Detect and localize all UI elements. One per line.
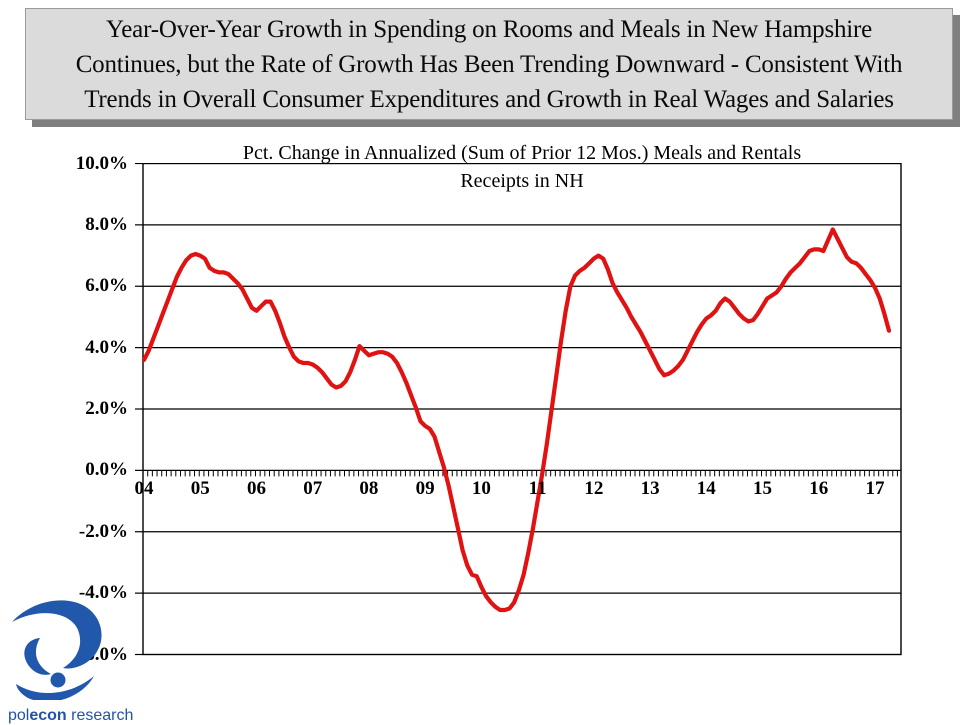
y-axis-label: 8.0% <box>85 213 128 235</box>
polecon-logo: polecon research <box>6 600 133 725</box>
x-axis-label: 15 <box>753 478 773 499</box>
slide-title-box: Year-Over-Year Growth in Spending on Roo… <box>25 8 953 120</box>
logo-text-rest: research <box>66 707 134 724</box>
slide-title-line-2: Continues, but the Rate of Growth Has Be… <box>75 50 903 78</box>
x-axis-label: 17 <box>865 478 885 499</box>
plot-area <box>135 163 902 656</box>
x-axis-label: 16 <box>809 478 829 499</box>
x-axis-label: 06 <box>246 478 266 499</box>
y-axis-label: 0.0% <box>85 459 128 481</box>
slide-title-line-3: Trends in Overall Consumer Expenditures … <box>84 85 894 113</box>
x-axis-label: 09 <box>415 478 435 499</box>
x-axis-label: 08 <box>359 478 379 499</box>
y-axis-label: 2.0% <box>85 398 128 419</box>
x-axis-label: 07 <box>303 478 323 499</box>
x-axis-label: 12 <box>584 478 604 499</box>
chart-title: Pct. Change in Annualized (Sum of Prior … <box>143 139 901 195</box>
polecon-logo-icon <box>12 600 102 702</box>
chart-title-line-1: Pct. Change in Annualized (Sum of Prior … <box>242 142 802 164</box>
y-axis-label: 10.0% <box>75 152 128 174</box>
x-axis-label: 05 <box>190 478 210 499</box>
x-axis-label: 04 <box>134 478 154 499</box>
x-axis-label: 10 <box>471 478 491 499</box>
y-axis-label: 4.0% <box>85 336 128 358</box>
x-axis-label: 13 <box>640 478 660 499</box>
logo-text-bold: econ <box>29 707 67 724</box>
slide-title-line-1: Year-Over-Year Growth in Spending on Roo… <box>105 15 873 43</box>
polecon-logo-text: polecon research <box>8 707 133 725</box>
chart-title-line-2: Receipts in NH <box>460 170 584 192</box>
x-axis-label: 11 <box>528 478 547 499</box>
y-axis-label: -2.0% <box>78 520 128 542</box>
x-axis-label: 14 <box>696 478 716 499</box>
y-axis-label: 6.0% <box>85 275 128 297</box>
logo-text-thin: pol <box>8 707 30 724</box>
receipts-growth-line <box>141 227 892 613</box>
y-axis-label: -4.0% <box>78 582 128 604</box>
